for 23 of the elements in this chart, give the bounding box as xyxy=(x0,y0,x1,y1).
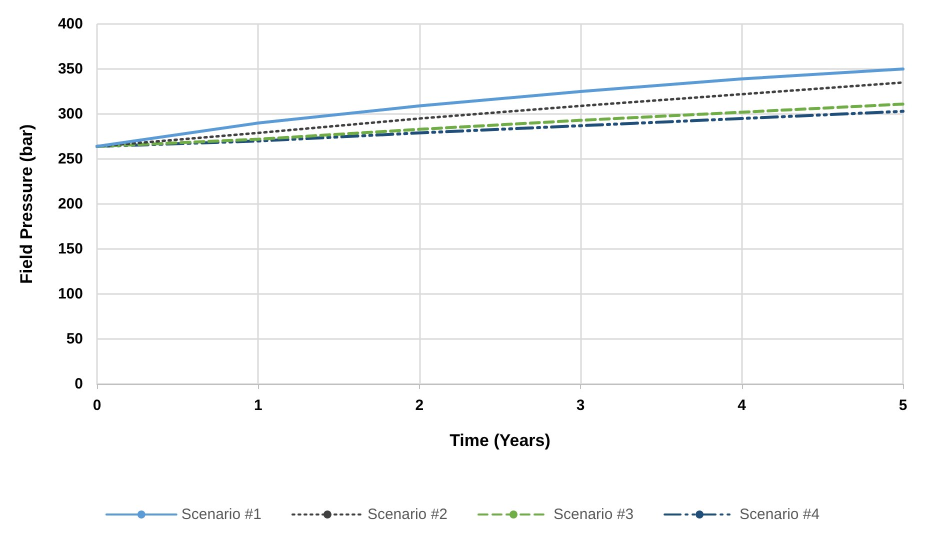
x-tick-label: 3 xyxy=(576,397,585,414)
y-tick-label: 400 xyxy=(58,16,83,32)
y-axis-title: Field Pressure (bar) xyxy=(17,124,36,284)
x-tick-label: 1 xyxy=(254,397,262,414)
x-tick-label: 2 xyxy=(415,397,424,414)
legend-label: Scenario #1 xyxy=(181,506,262,523)
legend-label: Scenario #2 xyxy=(367,506,448,523)
y-tick-label: 50 xyxy=(66,330,83,348)
y-tick-label: 100 xyxy=(58,286,83,302)
line-series xyxy=(96,68,904,148)
y-tick-label: 350 xyxy=(58,60,83,78)
y-tick-label: 300 xyxy=(58,106,83,122)
y-tick-label: 250 xyxy=(58,150,83,168)
y-tick-label: 150 xyxy=(58,240,83,258)
legend-label: Scenario #3 xyxy=(554,506,634,523)
x-tick-label: 5 xyxy=(898,397,908,414)
y-tick-label: 0 xyxy=(74,376,83,392)
x-tick-label: 0 xyxy=(92,397,102,414)
x-axis-title: Time (Years) xyxy=(450,431,550,450)
legend-label: Scenario #4 xyxy=(740,506,820,523)
y-tick-label: 200 xyxy=(58,196,83,212)
x-tick-label: 4 xyxy=(738,397,747,414)
line-series xyxy=(96,102,904,148)
